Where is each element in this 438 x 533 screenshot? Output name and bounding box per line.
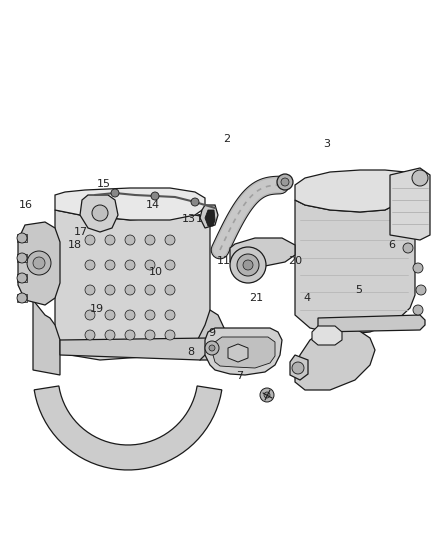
- Polygon shape: [195, 310, 225, 360]
- Circle shape: [277, 174, 293, 190]
- Circle shape: [33, 257, 45, 269]
- Circle shape: [125, 285, 135, 295]
- Circle shape: [413, 263, 423, 273]
- Circle shape: [165, 330, 175, 340]
- Polygon shape: [200, 205, 218, 228]
- Circle shape: [145, 235, 155, 245]
- Circle shape: [413, 305, 423, 315]
- Polygon shape: [295, 330, 375, 390]
- Circle shape: [17, 233, 27, 243]
- Circle shape: [17, 253, 27, 263]
- Polygon shape: [33, 300, 60, 375]
- Polygon shape: [295, 170, 415, 212]
- Circle shape: [105, 285, 115, 295]
- Circle shape: [85, 235, 95, 245]
- Text: 14: 14: [145, 200, 159, 210]
- Circle shape: [17, 293, 27, 303]
- Text: 13: 13: [182, 214, 196, 223]
- Circle shape: [230, 247, 266, 283]
- Text: 7: 7: [237, 371, 244, 381]
- Polygon shape: [290, 355, 308, 380]
- Text: 16: 16: [19, 200, 33, 210]
- Polygon shape: [295, 200, 415, 335]
- Text: 11: 11: [217, 256, 231, 266]
- Text: 5: 5: [356, 286, 363, 295]
- Text: 4: 4: [303, 294, 310, 303]
- Polygon shape: [80, 195, 118, 232]
- Polygon shape: [205, 210, 215, 226]
- Circle shape: [125, 310, 135, 320]
- Circle shape: [145, 260, 155, 270]
- Text: 15: 15: [97, 179, 111, 189]
- Circle shape: [145, 310, 155, 320]
- Circle shape: [292, 362, 304, 374]
- Circle shape: [191, 198, 199, 206]
- Circle shape: [85, 285, 95, 295]
- Polygon shape: [205, 328, 282, 375]
- Text: 17: 17: [74, 227, 88, 237]
- Circle shape: [205, 341, 219, 355]
- Circle shape: [237, 254, 259, 276]
- Circle shape: [151, 192, 159, 200]
- Polygon shape: [17, 294, 27, 302]
- Circle shape: [264, 392, 270, 398]
- Circle shape: [85, 310, 95, 320]
- Circle shape: [105, 330, 115, 340]
- Circle shape: [27, 251, 51, 275]
- Circle shape: [403, 243, 413, 253]
- Circle shape: [85, 330, 95, 340]
- Polygon shape: [228, 344, 248, 362]
- Polygon shape: [213, 337, 275, 368]
- Text: 2: 2: [223, 134, 230, 143]
- Circle shape: [209, 345, 215, 351]
- Circle shape: [111, 189, 119, 197]
- Polygon shape: [17, 254, 27, 262]
- Circle shape: [165, 235, 175, 245]
- Circle shape: [105, 260, 115, 270]
- Polygon shape: [55, 210, 210, 360]
- Circle shape: [125, 330, 135, 340]
- Text: 21: 21: [249, 294, 263, 303]
- Circle shape: [165, 310, 175, 320]
- Text: 18: 18: [68, 240, 82, 250]
- Text: 9: 9: [208, 328, 215, 338]
- Text: 19: 19: [90, 304, 104, 314]
- Circle shape: [105, 310, 115, 320]
- Circle shape: [17, 273, 27, 283]
- Circle shape: [243, 260, 253, 270]
- Circle shape: [165, 260, 175, 270]
- Circle shape: [165, 285, 175, 295]
- Circle shape: [145, 285, 155, 295]
- Circle shape: [125, 260, 135, 270]
- Polygon shape: [318, 315, 425, 332]
- Circle shape: [416, 285, 426, 295]
- Circle shape: [412, 170, 428, 186]
- Text: 20: 20: [288, 256, 302, 266]
- Circle shape: [260, 388, 274, 402]
- Polygon shape: [34, 386, 222, 470]
- Polygon shape: [18, 222, 60, 305]
- Circle shape: [125, 235, 135, 245]
- Text: 8: 8: [187, 347, 194, 357]
- Polygon shape: [312, 326, 342, 345]
- Polygon shape: [17, 234, 27, 242]
- Circle shape: [85, 260, 95, 270]
- Text: 1: 1: [196, 214, 203, 223]
- Circle shape: [281, 178, 289, 186]
- Polygon shape: [390, 168, 430, 240]
- Polygon shape: [55, 188, 205, 220]
- Circle shape: [145, 330, 155, 340]
- Polygon shape: [60, 338, 210, 360]
- Text: 6: 6: [389, 240, 396, 250]
- Text: 10: 10: [148, 267, 162, 277]
- Circle shape: [92, 205, 108, 221]
- Circle shape: [105, 235, 115, 245]
- Polygon shape: [230, 238, 295, 267]
- Polygon shape: [17, 274, 27, 282]
- Text: 3: 3: [323, 139, 330, 149]
